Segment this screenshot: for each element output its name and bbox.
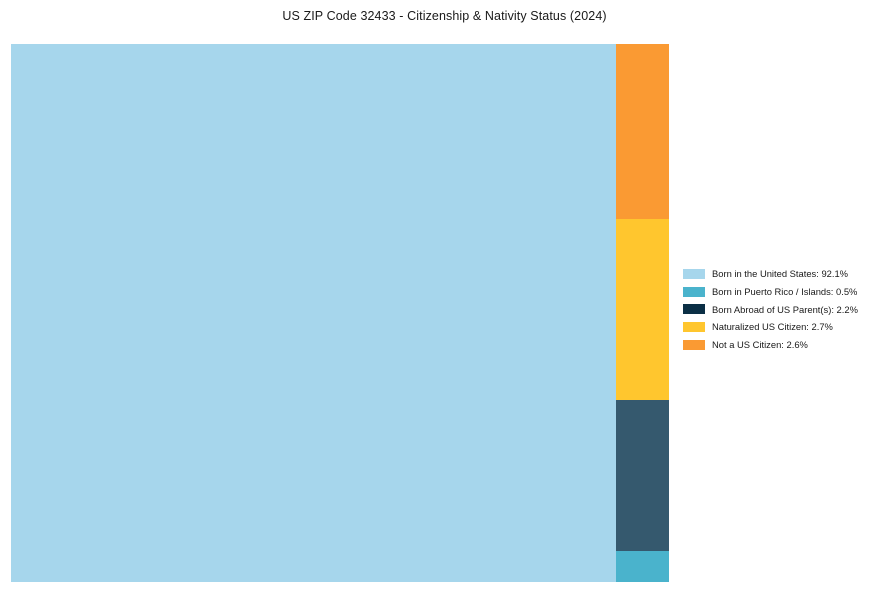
- legend-swatch-icon: [683, 268, 705, 279]
- chart-title: US ZIP Code 32433 - Citizenship & Nativi…: [282, 9, 607, 23]
- legend-item-born-abroad-of-us-parents[interactable]: Born Abroad of US Parent(s): 2.2%: [683, 300, 883, 318]
- treemap-tile-not-a-us-citizen[interactable]: [616, 44, 669, 219]
- legend-label: Born in the United States: 92.1%: [712, 268, 849, 280]
- legend-item-born-in-the-united-states[interactable]: Born in the United States: 92.1%: [683, 265, 883, 283]
- legend-label: Born Abroad of US Parent(s): 2.2%: [712, 303, 858, 315]
- legend-swatch-icon: [683, 339, 705, 350]
- treemap-tile-naturalized-us-citizen[interactable]: [616, 218, 669, 400]
- legend-item-born-in-puerto-rico-islands[interactable]: Born in Puerto Rico / Islands: 0.5%: [683, 283, 883, 301]
- legend-swatch-icon: [683, 321, 705, 332]
- treemap-tile-born-abroad-of-us-parents[interactable]: [616, 399, 669, 551]
- treemap-plot-area: [11, 44, 669, 582]
- legend-swatch-icon: [683, 286, 705, 297]
- legend-item-not-a-us-citizen[interactable]: Not a US Citizen: 2.6%: [683, 336, 883, 354]
- legend-item-naturalized-us-citizen[interactable]: Naturalized US Citizen: 2.7%: [683, 318, 883, 336]
- treemap-tile-born-in-puerto-rico-islands[interactable]: [616, 550, 669, 582]
- legend-swatch-icon: [683, 304, 705, 315]
- chart-legend: Born in the United States: 92.1% Born in…: [683, 265, 883, 353]
- legend-label: Not a US Citizen: 2.6%: [712, 338, 808, 350]
- legend-label: Born in Puerto Rico / Islands: 0.5%: [712, 285, 858, 297]
- treemap-tile-born-in-the-united-states[interactable]: [11, 44, 617, 582]
- legend-label: Naturalized US Citizen: 2.7%: [712, 321, 833, 333]
